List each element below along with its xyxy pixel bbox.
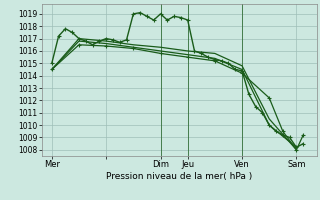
X-axis label: Pression niveau de la mer( hPa ): Pression niveau de la mer( hPa ) (106, 172, 252, 181)
